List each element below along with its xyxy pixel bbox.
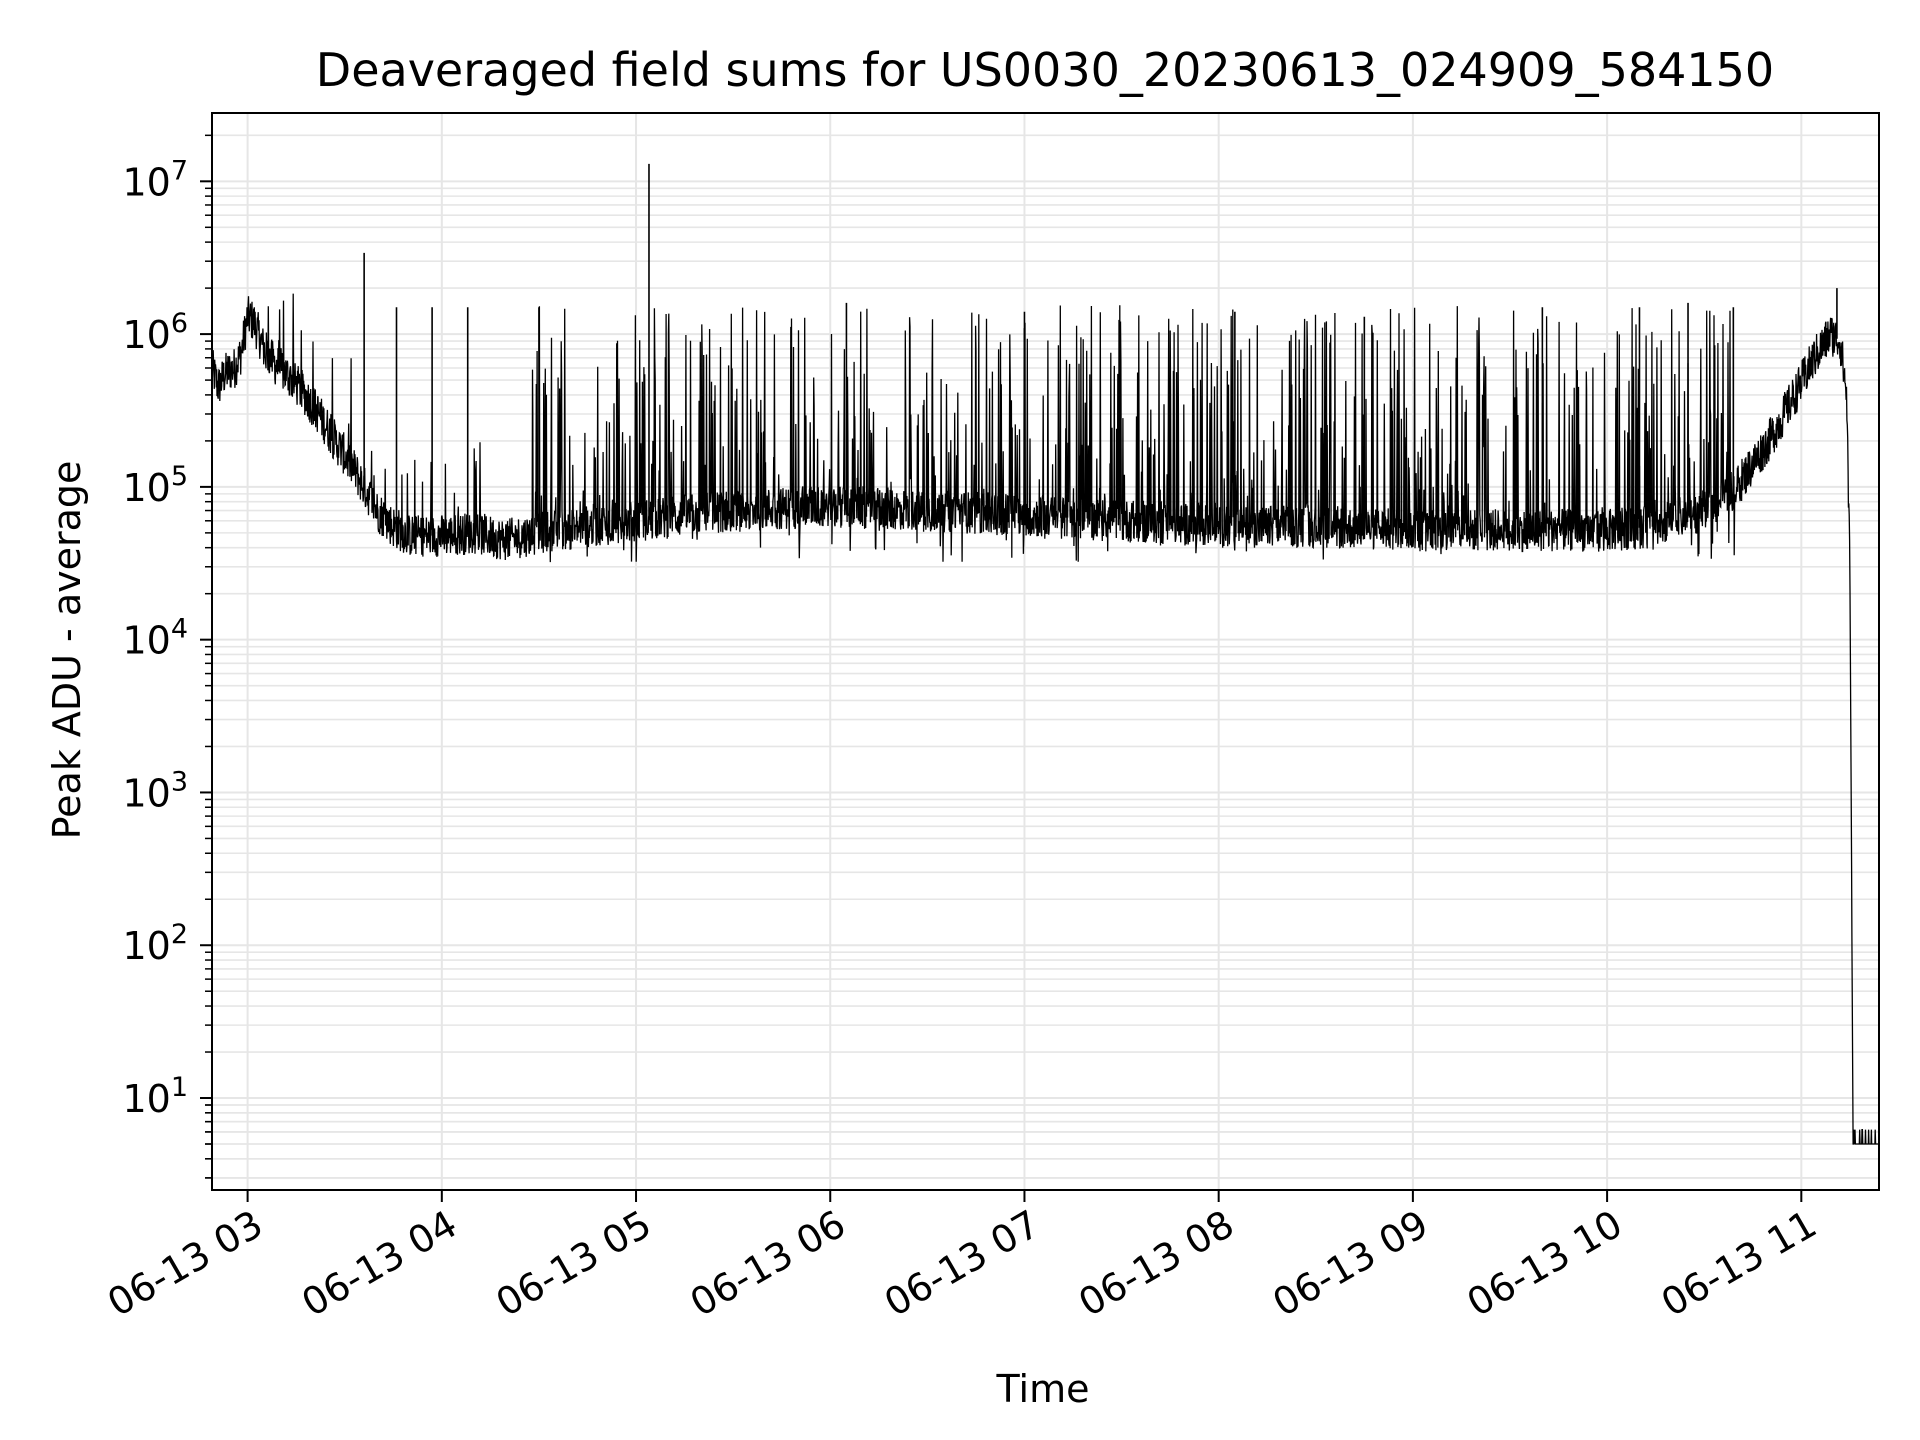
axes-frame	[211, 112, 1880, 1191]
y-tick-label: 105	[122, 461, 188, 510]
axis-ticks	[200, 134, 1803, 1202]
y-axis-label: Peak ADU - average	[45, 461, 89, 840]
major-gridlines	[212, 113, 1879, 1190]
x-axis-label: Time	[996, 1367, 1090, 1411]
plot-area	[211, 163, 1879, 1145]
y-tick-label: 106	[122, 308, 188, 357]
chart-title: Deaveraged field sums for US0030_2023061…	[316, 43, 1774, 97]
y-tick-label: 107	[122, 155, 188, 204]
y-tick-label: 102	[122, 919, 188, 968]
y-tick-label: 104	[122, 614, 188, 663]
series-line	[211, 293, 1879, 1145]
y-tick-label: 103	[122, 766, 188, 815]
y-tick-label: 101	[122, 1072, 188, 1121]
y-tick-labels: 101 102 103 104 105 106 107	[122, 155, 188, 1121]
